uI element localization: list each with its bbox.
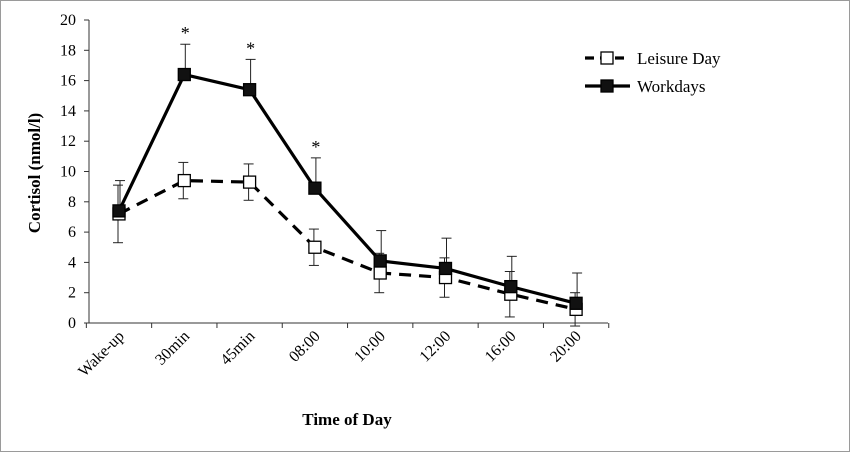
- y-tick-label: 0: [68, 315, 76, 332]
- data-point-marker: [569, 296, 583, 310]
- legend-marker: [600, 79, 614, 93]
- x-tick-label: 10:00: [351, 328, 389, 366]
- y-axis-title: Cortisol (nmol/l): [25, 113, 44, 233]
- data-point-marker: [308, 240, 322, 254]
- legend-label: Workdays: [637, 77, 706, 96]
- data-point-marker: [373, 266, 387, 280]
- legend: Leisure Day Workdays: [585, 49, 721, 96]
- series-line: [117, 72, 577, 305]
- significance-asterisk: *: [181, 23, 190, 43]
- x-tick-label: 45min: [217, 328, 258, 369]
- data-point-marker: [504, 279, 518, 294]
- x-tick-label: 16:00: [482, 328, 520, 366]
- data-point-marker: [242, 175, 257, 189]
- y-tick-label: 20: [60, 12, 76, 29]
- series-workdays: [112, 43, 583, 310]
- x-axis-title: Time of Day: [302, 410, 392, 429]
- y-tick-label: 4: [68, 254, 76, 271]
- legend-label: Leisure Day: [637, 49, 721, 68]
- data-point-marker: [242, 83, 257, 97]
- x-tick-label: 20:00: [547, 328, 585, 366]
- y-tick-label: 6: [68, 224, 76, 241]
- data-point-marker: [438, 261, 453, 276]
- y-tick-label: 18: [60, 42, 76, 59]
- series-leisure-day: [112, 161, 583, 327]
- data-point-marker: [177, 173, 191, 188]
- data-point-marker: [308, 181, 322, 195]
- x-tick-label: 12:00: [417, 328, 455, 366]
- y-tick-label: 14: [60, 103, 76, 120]
- significance-asterisk: *: [311, 137, 320, 157]
- data-point-marker: [373, 254, 387, 268]
- x-tick-label: 30min: [152, 328, 193, 369]
- series-line: [118, 178, 577, 311]
- data-point-marker: [177, 67, 191, 82]
- y-tick-label: 10: [60, 164, 76, 181]
- x-tick-label: Wake-up: [75, 328, 128, 381]
- significance-asterisk: *: [246, 38, 255, 58]
- y-tick-label: 8: [68, 194, 76, 211]
- x-tick-label: 08:00: [286, 328, 324, 366]
- y-tick-label: 16: [60, 73, 76, 90]
- y-tick-label: 2: [68, 285, 76, 302]
- legend-marker: [600, 51, 614, 65]
- data-point-marker: [112, 204, 126, 218]
- y-tick-label: 12: [60, 133, 76, 150]
